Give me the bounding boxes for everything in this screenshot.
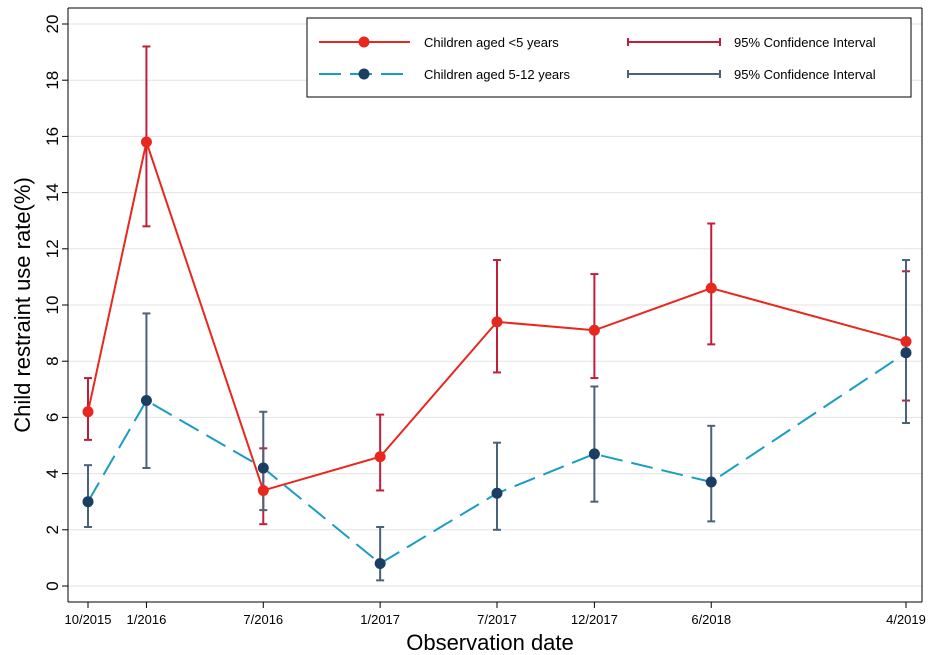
- data-point: [588, 324, 600, 336]
- confidence-interval-bar: [493, 259, 501, 374]
- data-point: [82, 496, 94, 508]
- y-axis-title: Child restraint use rate(%): [10, 177, 35, 433]
- x-tick-label: 1/2016: [127, 612, 167, 627]
- y-tick-label: 8: [43, 356, 62, 365]
- data-point: [705, 282, 717, 294]
- x-tick-label: 6/2018: [691, 612, 731, 627]
- y-tick-label: 6: [43, 413, 62, 422]
- y-tick-label: 20: [43, 15, 62, 34]
- axes: 0 2 4 6 8 10 12 14 16 18 20 10/2015 1/2016 7/2016 1/20…: [43, 7, 926, 627]
- y-tick-label: 14: [43, 183, 62, 202]
- series-line: [87, 351, 907, 565]
- data-point: [374, 451, 386, 463]
- legend-marker-swatch: [358, 36, 370, 48]
- y-tick-label: 4: [43, 469, 62, 478]
- data-point: [140, 136, 152, 148]
- data-point: [900, 347, 912, 359]
- y-tick-label: 16: [43, 127, 62, 146]
- confidence-interval-bar: [376, 525, 385, 582]
- x-tick-label: 12/2017: [571, 612, 618, 627]
- legend-box: [306, 17, 912, 98]
- data-point: [588, 448, 600, 460]
- data-markers: [82, 136, 912, 570]
- data-point: [705, 476, 717, 488]
- legend-series-label: Children aged <5 years: [424, 35, 559, 50]
- legend-ci-label: 95% Confidence Interval: [734, 67, 876, 82]
- y-tick-label: 2: [43, 525, 62, 534]
- data-point: [491, 487, 503, 499]
- confidence-interval-bar: [142, 45, 151, 228]
- data-point: [257, 484, 269, 496]
- y-tick-label: 10: [43, 296, 62, 315]
- x-axis-title: Observation date: [406, 630, 574, 655]
- y-tick-label: 0: [43, 581, 62, 590]
- series-line: [87, 138, 907, 492]
- y-tick-label: 12: [43, 239, 62, 258]
- confidence-interval-bar: [707, 424, 716, 523]
- x-tick-label: 10/2015: [65, 612, 112, 627]
- x-tick-label: 7/2016: [243, 612, 283, 627]
- confidence-interval-bar: [142, 312, 151, 469]
- y-tick-label: 18: [43, 71, 62, 90]
- x-tick-label: 4/2019: [886, 612, 926, 627]
- legend-marker-swatch: [358, 68, 370, 80]
- confidence-interval-bar: [590, 385, 599, 503]
- data-point: [257, 462, 269, 474]
- data-point: [140, 395, 152, 407]
- x-tick-label: 7/2017: [477, 612, 517, 627]
- series-lines: [87, 138, 907, 565]
- legend-series-label: Children aged 5-12 years: [424, 67, 570, 82]
- confidence-interval-bar: [84, 464, 92, 528]
- data-point: [82, 406, 94, 418]
- data-point: [900, 336, 912, 348]
- legend-ci-label: 95% Confidence Interval: [734, 35, 876, 50]
- legend: Children aged <5 years 95% Confidence Int…: [306, 17, 912, 98]
- data-point: [491, 316, 503, 328]
- confidence-interval-bar: [493, 441, 501, 531]
- data-point: [374, 558, 386, 570]
- x-tick-label: 1/2017: [360, 612, 400, 627]
